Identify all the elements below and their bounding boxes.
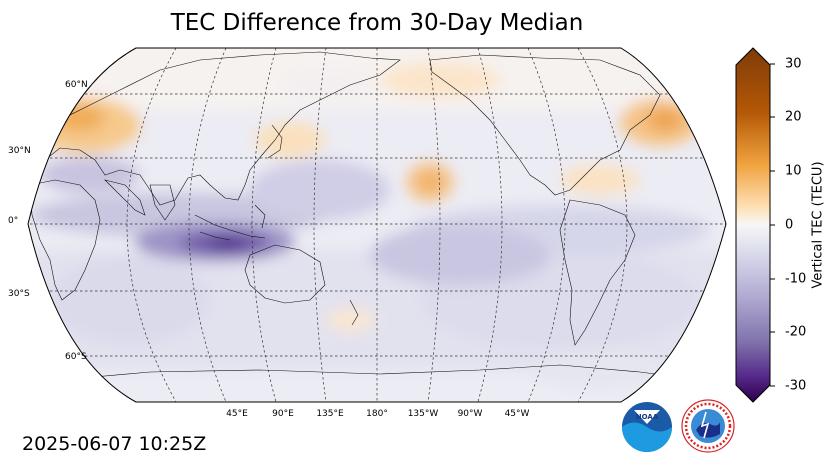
lat-label-30n: 30°N bbox=[8, 146, 31, 156]
lat-label-60s: 60°S bbox=[65, 352, 87, 362]
colorbar-tick-10: 10 bbox=[785, 163, 802, 179]
colorbar-tick-neg30: -30 bbox=[785, 378, 807, 394]
colorbar-tick-0: 0 bbox=[785, 217, 794, 233]
chart-title: TEC Difference from 30-Day Median bbox=[170, 10, 584, 36]
lon-label-90w: 90°W bbox=[457, 409, 483, 419]
lon-label-90e: 90°E bbox=[272, 409, 294, 419]
colorbar-label: Vertical TEC (TECU) bbox=[810, 161, 826, 289]
graticule bbox=[28, 48, 726, 402]
colorbar bbox=[735, 47, 775, 403]
timestamp: 2025-06-07 10:25Z bbox=[22, 433, 207, 455]
coastlines bbox=[29, 51, 723, 381]
lat-label-0: 0° bbox=[8, 216, 19, 226]
lat-label-60n: 60°N bbox=[65, 80, 88, 90]
colorbar-tick-30: 30 bbox=[785, 56, 802, 72]
map-border bbox=[27, 47, 727, 403]
map-field bbox=[28, 48, 726, 402]
lon-label-45w: 45°W bbox=[504, 409, 530, 419]
colorbar-tick-20: 20 bbox=[785, 109, 802, 125]
colorbar-tick-neg20: -20 bbox=[785, 324, 807, 340]
lon-label-135e: 135°E bbox=[316, 409, 344, 419]
colorbar-ticks bbox=[770, 63, 775, 387]
lon-label-45e: 45°E bbox=[226, 409, 248, 419]
lon-label-180: 180° bbox=[366, 409, 388, 419]
noaa-logo: NOAA bbox=[622, 402, 672, 452]
colorbar-tick-neg10: -10 bbox=[785, 271, 807, 287]
nws-logo bbox=[681, 399, 735, 453]
lon-label-135w: 135°W bbox=[407, 409, 439, 419]
lat-label-30s: 30°S bbox=[8, 289, 30, 299]
svg-text:NOAA: NOAA bbox=[636, 413, 659, 421]
